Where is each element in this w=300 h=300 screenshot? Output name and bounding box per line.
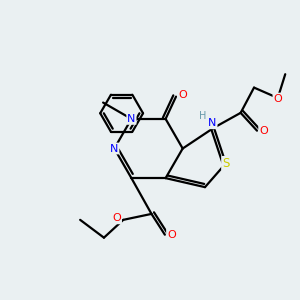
Text: S: S xyxy=(222,157,230,170)
Text: O: O xyxy=(178,90,187,100)
Text: N: N xyxy=(110,143,118,154)
Text: H: H xyxy=(199,111,206,122)
Text: O: O xyxy=(273,94,282,103)
Text: N: N xyxy=(208,118,217,128)
Text: O: O xyxy=(112,213,121,224)
Text: N: N xyxy=(127,114,136,124)
Text: O: O xyxy=(167,230,176,240)
Text: O: O xyxy=(259,126,268,136)
